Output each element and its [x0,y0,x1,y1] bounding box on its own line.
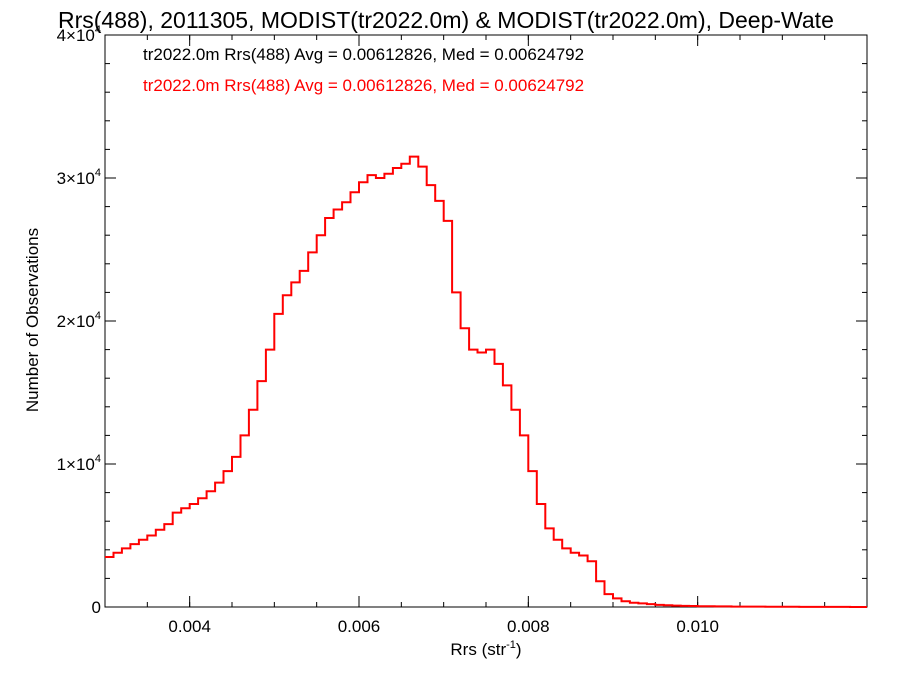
x-ticks: 0.004 0.006 0.008 0.010 [104,35,868,636]
x-tick-label: 0.006 [338,617,381,636]
y-axis-label: Number of Observations [23,228,42,412]
x-axis-label: Rrs (str-1) [450,639,521,659]
y-tick-label: 3×104 [57,167,101,188]
series-line [105,155,867,608]
y-tick-label: 4×104 [57,24,101,45]
x-tick-label: 0.008 [507,617,550,636]
legend-line-red: tr2022.0m Rrs(488) Avg = 0.00612826, Med… [143,76,584,95]
y-tick-label: 0 [92,598,101,617]
y-tick-label: 2×104 [57,310,101,331]
x-tick-label: 0.010 [676,617,719,636]
y-tick-label: 1×104 [57,453,101,474]
chart-title: Rrs(488), 2011305, MODIST(tr2022.0m) & M… [58,7,834,33]
y-ticks: 0 1×104 2×104 3×104 4×104 [57,24,867,617]
x-tick-label: 0.004 [168,617,211,636]
legend-line-black: tr2022.0m Rrs(488) Avg = 0.00612826, Med… [143,45,584,64]
